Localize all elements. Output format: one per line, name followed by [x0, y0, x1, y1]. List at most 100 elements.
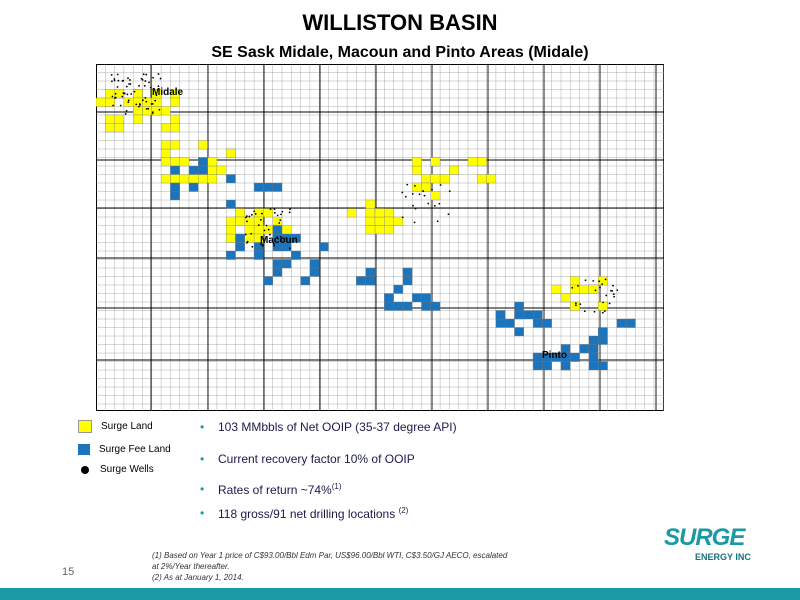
parcel [393, 216, 404, 226]
well [612, 284, 614, 287]
well [406, 183, 409, 186]
well [127, 77, 129, 80]
parcel [570, 284, 580, 294]
well [125, 85, 128, 88]
well [251, 245, 254, 248]
parcel [588, 284, 599, 294]
well [602, 301, 604, 304]
well [571, 286, 574, 289]
parcel [291, 250, 301, 260]
well [273, 211, 276, 214]
parcel [598, 361, 608, 371]
well [280, 240, 283, 242]
parcel [588, 361, 599, 371]
parcel [430, 191, 441, 201]
well [418, 193, 421, 196]
well [612, 293, 615, 296]
parcel [402, 276, 413, 286]
parcel [151, 89, 162, 99]
well [155, 94, 158, 97]
well [145, 73, 148, 76]
well [246, 240, 249, 243]
parcel [188, 182, 199, 192]
parcel [244, 225, 255, 235]
parcel [430, 157, 441, 167]
well [414, 207, 417, 210]
footnote: (1) Based on Year 1 price of C$93.00/Bbl… [152, 551, 508, 571]
parcel [272, 182, 283, 192]
well [151, 102, 154, 105]
well [414, 184, 416, 187]
parcel [393, 284, 404, 294]
well [244, 216, 247, 219]
parcel [477, 157, 487, 167]
well [577, 284, 579, 287]
well [122, 79, 125, 82]
well [288, 247, 291, 250]
parcel [300, 276, 311, 286]
parcel [495, 310, 506, 320]
well [148, 81, 150, 84]
legend-item: Surge Wells [78, 464, 154, 475]
parcel [384, 225, 394, 235]
well [598, 280, 601, 283]
parcel [142, 97, 152, 107]
parcel [346, 208, 357, 218]
parcel [467, 157, 478, 167]
well [604, 278, 607, 281]
logo-tagline: ENERGY INC [695, 552, 751, 562]
parcel [226, 199, 236, 209]
well [608, 302, 611, 305]
well [422, 190, 425, 192]
bullet: Rates of return ~74% [218, 483, 332, 497]
parcel [281, 242, 292, 252]
well [599, 286, 601, 289]
parcel [495, 318, 506, 328]
parcel [588, 344, 599, 354]
parcel [142, 106, 152, 116]
footnote-ref: (2) [398, 506, 409, 515]
parcel [133, 97, 143, 107]
parcel [263, 182, 273, 192]
well [431, 188, 433, 191]
well [246, 220, 248, 223]
parcel [253, 182, 264, 192]
legend-label: Surge Wells [100, 464, 154, 475]
parcel [170, 191, 180, 201]
well [152, 111, 154, 114]
parcel [570, 352, 580, 362]
legend-item: Surge Land [78, 420, 153, 433]
parcel [170, 97, 180, 107]
parcel [598, 335, 608, 345]
well [276, 236, 279, 239]
bullet: 118 gross/91 net drilling locations [218, 507, 396, 521]
well [269, 208, 272, 211]
parcel [365, 208, 376, 218]
parcel [449, 165, 459, 175]
well [276, 214, 279, 217]
parcel [598, 276, 608, 286]
well [281, 210, 284, 213]
well [279, 235, 282, 238]
map: Midale Macoun Pinto [96, 64, 664, 411]
parcel [235, 233, 245, 243]
parcel [160, 157, 171, 167]
well [250, 232, 253, 235]
well [401, 216, 404, 219]
well [259, 243, 262, 245]
well [288, 211, 291, 214]
land-parcels [96, 89, 636, 371]
parcel [570, 276, 580, 286]
parcel [188, 165, 199, 175]
well [157, 73, 160, 75]
map-label: Macoun [260, 235, 298, 246]
well [117, 79, 120, 82]
parcel [365, 267, 376, 277]
parcel [253, 250, 264, 260]
well [280, 238, 282, 241]
well [250, 213, 253, 216]
well [244, 233, 247, 236]
well [269, 233, 271, 236]
parcel [160, 140, 171, 150]
well [267, 228, 270, 231]
